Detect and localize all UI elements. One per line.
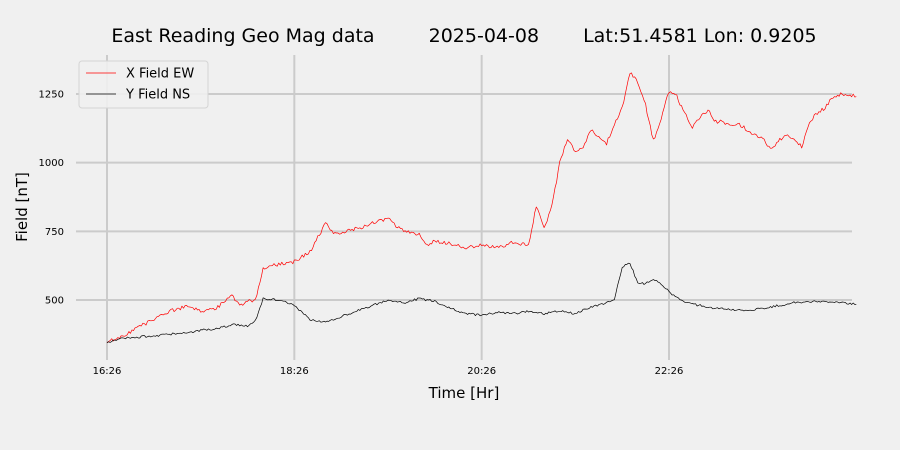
- legend-label-y-field-ns: Y Field NS: [125, 88, 190, 103]
- y-tick-label: 1000: [39, 158, 64, 169]
- title-date: 2025-04-08: [429, 25, 539, 47]
- series-lines: [106, 72, 857, 344]
- series-line-y-field-ns: [106, 262, 857, 343]
- legend-label-x-field-ew: X Field EW: [126, 67, 194, 82]
- x-tick-label: 16:26: [93, 366, 122, 377]
- legend: X Field EW Y Field NS: [78, 60, 209, 109]
- title-station: East Reading Geo Mag data: [111, 25, 374, 47]
- x-tick-label: 18:26: [280, 366, 309, 377]
- x-tick-label: 20:26: [467, 366, 496, 377]
- y-tick-label: 500: [45, 296, 64, 307]
- legend-items: X Field EW Y Field NS: [86, 67, 194, 103]
- chart-title: East Reading Geo Mag data 2025-04-08 Lat…: [111, 25, 816, 47]
- series-line-x-field-ew: [106, 72, 857, 344]
- y-tick-label: 750: [45, 227, 64, 238]
- y-axis-label: Field [nT]: [13, 172, 31, 242]
- x-axis-label: Time [Hr]: [428, 384, 500, 402]
- title-location: Lat:51.4581 Lon: 0.9205: [583, 25, 817, 47]
- x-tick-labels: 16:26 18:26 20:26 22:26: [93, 366, 684, 377]
- x-tick-label: 22:26: [655, 366, 684, 377]
- y-tick-labels: 500 750 1000 1250: [39, 90, 64, 307]
- y-tick-label: 1250: [39, 90, 64, 101]
